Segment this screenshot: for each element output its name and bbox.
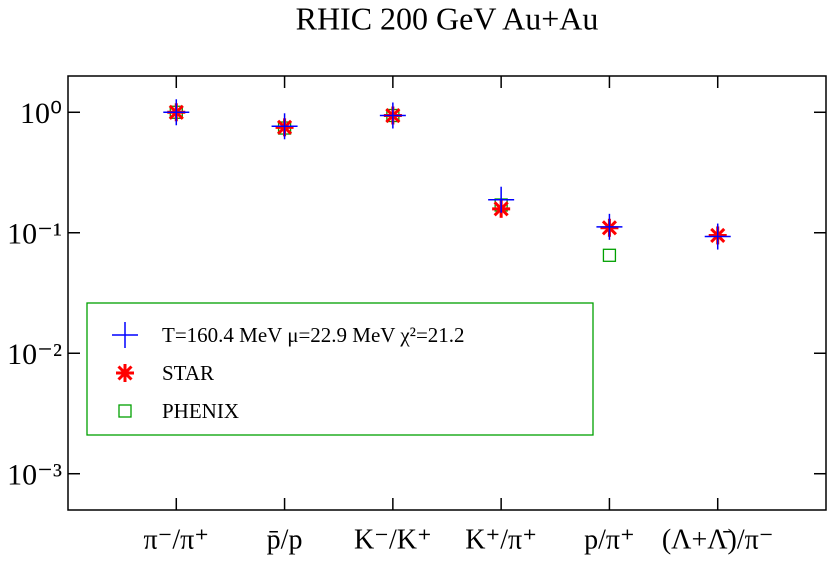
- x-tick-label: K⁻/K⁺: [354, 524, 432, 555]
- point: [271, 113, 298, 140]
- x-tick-label: p/π⁺: [584, 524, 635, 555]
- plot-frame: [67, 75, 827, 511]
- y-tick-label: 10⁰: [20, 97, 62, 130]
- x-tick-label: K⁺/π⁺: [465, 524, 537, 555]
- point: [118, 404, 132, 418]
- legend-label: T=160.4 MeV μ=22.9 MeV χ²=21.2: [162, 323, 465, 347]
- chart-title: RHIC 200 GeV Au+Au: [296, 0, 599, 36]
- point: [116, 364, 134, 382]
- point: [379, 102, 406, 129]
- point: [704, 223, 731, 250]
- point: [112, 322, 138, 348]
- marker-box: [118, 404, 132, 418]
- point: [488, 186, 515, 213]
- x-tick-label: p̄/p: [267, 524, 303, 555]
- marker-stroke: [117, 365, 133, 381]
- y-tick-label: 10⁻²: [7, 338, 62, 371]
- point: [602, 248, 617, 262]
- point: [596, 213, 623, 240]
- y-tick-label: 10⁻¹: [7, 218, 62, 251]
- legend-box: [86, 302, 594, 436]
- legend-label: PHENIX: [162, 399, 239, 423]
- legend-label: STAR: [162, 361, 214, 385]
- x-tick-label: π⁻/π⁺: [143, 524, 209, 555]
- x-tick-label: (Λ+Λ̄)/π⁻: [662, 524, 774, 555]
- point: [163, 99, 190, 126]
- y-tick-label: 10⁻³: [7, 459, 62, 492]
- marker-box: [602, 248, 617, 262]
